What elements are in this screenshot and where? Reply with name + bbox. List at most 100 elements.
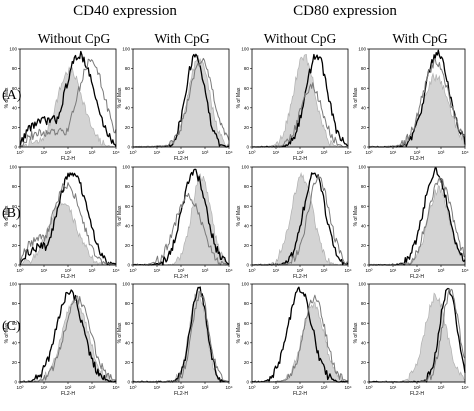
y-axis-label: % of Max xyxy=(4,87,10,108)
histogram-panel: 10⁰ 10¹ 10² 10³ 10⁴ FL2-H 0 20 40 60 80 100 % of Max xyxy=(4,282,120,397)
gray-histogram-line xyxy=(133,57,230,148)
gray-histogram-line xyxy=(19,58,117,148)
x-tick-label: 10² xyxy=(414,150,421,155)
x-tick-label: 10³ xyxy=(321,268,328,273)
y-axis-label: % of Max xyxy=(236,322,242,343)
x-tick-label: 10⁰ xyxy=(249,385,256,390)
x-tick-label: 10³ xyxy=(202,150,209,155)
x-tick-label: 10² xyxy=(65,268,72,273)
group-header-cd40: CD40 expression xyxy=(73,3,177,19)
y-tick-label: 80 xyxy=(244,301,250,306)
dark-histogram-line xyxy=(19,172,116,266)
x-tick-label: 10³ xyxy=(438,150,445,155)
y-tick-label: 20 xyxy=(125,125,131,130)
x-axis-label: FL2-H xyxy=(410,274,424,280)
y-tick-label: 60 xyxy=(361,321,367,326)
y-tick-label: 20 xyxy=(361,360,367,365)
x-tick-label: 10⁰ xyxy=(249,150,256,155)
x-tick-label: 10¹ xyxy=(41,385,48,390)
y-tick-label: 100 xyxy=(358,47,366,52)
y-tick-label: 60 xyxy=(361,204,367,209)
y-tick-label: 80 xyxy=(125,301,131,306)
y-tick-label: 40 xyxy=(125,223,131,228)
x-tick-label: 10¹ xyxy=(390,268,397,273)
y-axis-label: % of Max xyxy=(353,87,359,108)
x-tick-label: 10¹ xyxy=(41,150,48,155)
row-label-c: (C) xyxy=(2,319,21,334)
y-tick-label: 80 xyxy=(244,66,250,71)
x-tick-label: 10¹ xyxy=(390,385,397,390)
x-tick-label: 10¹ xyxy=(273,268,280,273)
y-tick-label: 20 xyxy=(12,243,18,248)
x-axis-label: FL2-H xyxy=(293,156,307,162)
dark-histogram-line xyxy=(251,286,349,383)
x-tick-label: 10² xyxy=(178,268,185,273)
x-tick-label: 10¹ xyxy=(154,385,161,390)
y-tick-label: 20 xyxy=(244,360,250,365)
x-tick-label: 10⁰ xyxy=(249,268,256,273)
histogram-panel: 10⁰ 10¹ 10² 10³ 10⁴ FL2-H 0 20 40 60 80 100 % of Max xyxy=(236,165,352,280)
x-tick-label: 10⁴ xyxy=(225,150,232,155)
x-tick-label: 10¹ xyxy=(273,150,280,155)
x-tick-label: 10¹ xyxy=(154,268,161,273)
y-tick-label: 20 xyxy=(244,243,250,248)
control-histogram xyxy=(251,301,349,383)
y-axis-label: % of Max xyxy=(4,322,10,343)
y-tick-label: 80 xyxy=(361,66,367,71)
dark-histogram-line xyxy=(132,286,230,383)
y-tick-label: 0 xyxy=(363,145,366,150)
y-tick-label: 80 xyxy=(12,184,18,189)
y-tick-label: 100 xyxy=(241,282,249,287)
row-label-b: (B) xyxy=(2,206,21,221)
y-tick-label: 60 xyxy=(125,86,131,91)
y-tick-label: 60 xyxy=(12,86,18,91)
x-axis-label: FL2-H xyxy=(61,156,75,162)
x-tick-label: 10⁴ xyxy=(461,385,468,390)
y-axis-label: % of Max xyxy=(353,322,359,343)
x-axis-label: FL2-H xyxy=(174,391,188,397)
control-histogram xyxy=(19,201,117,266)
y-tick-label: 60 xyxy=(244,86,250,91)
y-tick-label: 80 xyxy=(244,184,250,189)
x-tick-label: 10⁰ xyxy=(366,268,373,273)
y-tick-label: 80 xyxy=(12,301,18,306)
histogram-grid: 10⁰ 10¹ 10² 10³ 10⁴ FL2-H 0 20 40 60 80 100 % of Max… xyxy=(4,47,469,397)
y-tick-label: 60 xyxy=(244,321,250,326)
x-tick-label: 10¹ xyxy=(390,150,397,155)
x-tick-label: 10⁰ xyxy=(130,385,137,390)
y-tick-label: 20 xyxy=(361,243,367,248)
y-tick-label: 40 xyxy=(125,340,131,345)
x-tick-label: 10⁰ xyxy=(130,150,137,155)
x-tick-label: 10⁴ xyxy=(461,150,468,155)
y-tick-label: 80 xyxy=(361,301,367,306)
column-header-cd80-without-cpg: Without CpG xyxy=(264,31,337,46)
y-tick-label: 40 xyxy=(12,340,18,345)
x-axis-label: FL2-H xyxy=(410,391,424,397)
x-tick-label: 10⁴ xyxy=(461,268,468,273)
y-tick-label: 0 xyxy=(127,145,130,150)
x-tick-label: 10⁴ xyxy=(225,268,232,273)
y-tick-label: 60 xyxy=(125,204,131,209)
x-tick-label: 10¹ xyxy=(41,268,48,273)
y-axis-label: % of Max xyxy=(4,205,10,226)
control-histogram xyxy=(19,299,117,383)
x-tick-label: 10³ xyxy=(89,150,96,155)
histogram-panel: 10⁰ 10¹ 10² 10³ 10⁴ FL2-H 0 20 40 60 80 100 % of Max xyxy=(117,165,233,280)
x-tick-label: 10³ xyxy=(202,268,209,273)
y-tick-label: 0 xyxy=(127,380,130,385)
histogram-panel: 10⁰ 10¹ 10² 10³ 10⁴ FL2-H 0 20 40 60 80 100 % of Max xyxy=(236,47,352,162)
x-tick-label: 10¹ xyxy=(154,150,161,155)
y-tick-label: 20 xyxy=(244,125,250,130)
y-tick-label: 0 xyxy=(127,263,130,268)
x-tick-label: 10² xyxy=(414,268,421,273)
x-axis-label: FL2-H xyxy=(293,391,307,397)
x-tick-label: 10² xyxy=(65,385,72,390)
y-tick-label: 20 xyxy=(12,125,18,130)
y-tick-label: 0 xyxy=(14,145,17,150)
gray-histogram-line xyxy=(252,175,349,266)
y-tick-label: 80 xyxy=(125,66,131,71)
histogram-panel: 10⁰ 10¹ 10² 10³ 10⁴ FL2-H 0 20 40 60 80 100 % of Max xyxy=(4,165,120,280)
y-tick-label: 40 xyxy=(244,340,250,345)
y-tick-label: 40 xyxy=(361,340,367,345)
